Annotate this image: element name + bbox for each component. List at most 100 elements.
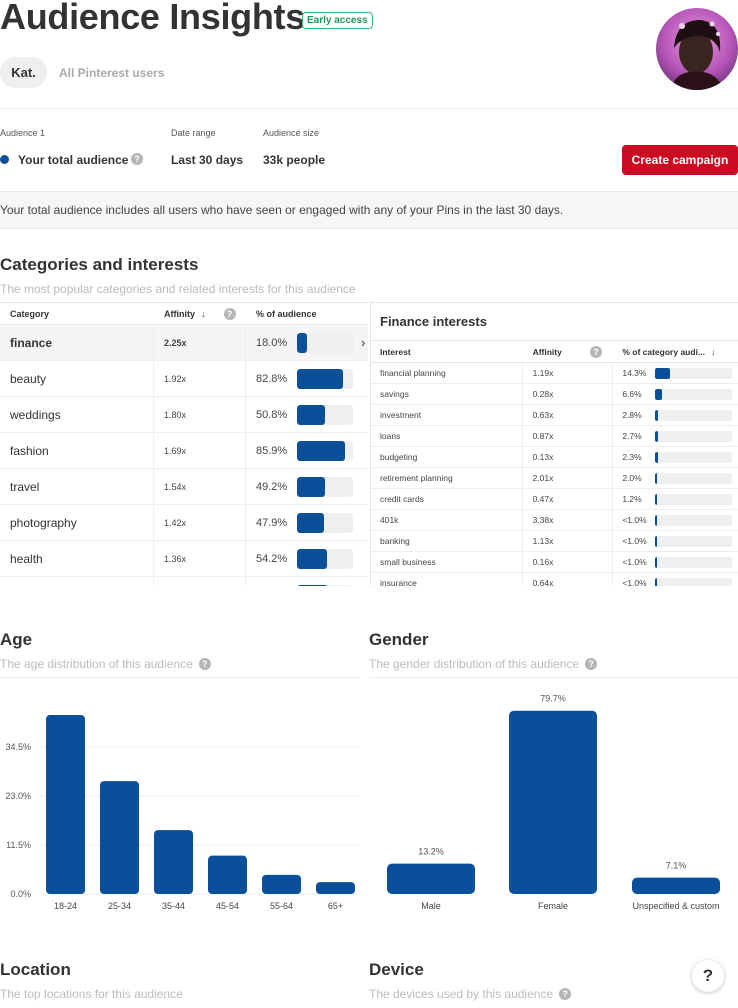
category-bar bbox=[297, 584, 353, 586]
category-percent: 50.8% bbox=[256, 408, 288, 421]
help-icon[interactable]: ? bbox=[585, 658, 598, 670]
interest-affinity: 0.64x bbox=[523, 573, 614, 586]
interest-percent: <1.0% bbox=[622, 578, 647, 586]
category-percent-cell: 49.2% bbox=[246, 469, 368, 504]
tab-all-pinterest-users[interactable]: All Pinterest users bbox=[59, 66, 165, 80]
category-row[interactable]: beauty 1.92x 82.8% bbox=[0, 361, 368, 397]
category-name: travel bbox=[0, 469, 154, 504]
interest-row[interactable]: financial planning 1.19x 14.3% bbox=[371, 363, 738, 384]
y-tick-label: 0.0% bbox=[10, 889, 31, 899]
age-bar[interactable] bbox=[100, 781, 139, 894]
interest-percent: 1.2% bbox=[622, 494, 642, 504]
interest-row[interactable]: insurance 0.64x <1.0% bbox=[371, 573, 738, 586]
create-campaign-button[interactable]: Create campaign bbox=[622, 145, 738, 175]
category-percent-cell: 85.9% bbox=[246, 433, 368, 468]
category-row[interactable]: finance 2.25x 18.0% › bbox=[0, 325, 368, 361]
interest-percent: 14.3% bbox=[622, 368, 647, 378]
gender-divider bbox=[369, 677, 738, 678]
age-subtitle: The age distribution of this audience ? bbox=[0, 657, 211, 671]
category-bar-fill bbox=[297, 332, 308, 353]
finance-interests-panel: Finance interests Interest Affinity ? % … bbox=[370, 302, 738, 586]
interest-bar-fill bbox=[655, 388, 662, 400]
help-icon[interactable]: ? bbox=[559, 988, 572, 1000]
avatar[interactable] bbox=[656, 8, 738, 90]
category-row[interactable]: fashion 1.69x 85.9% bbox=[0, 433, 368, 469]
category-percent-cell: 54.2% bbox=[246, 541, 368, 576]
interest-bar-fill bbox=[655, 430, 659, 442]
date-range-value[interactable]: Last 30 days bbox=[171, 153, 244, 167]
category-percent: 85.9% bbox=[256, 444, 288, 457]
age-bar[interactable] bbox=[262, 874, 301, 894]
date-range-label: Date range bbox=[171, 128, 216, 138]
category-percent-cell: 50.8% bbox=[246, 397, 368, 432]
gender-bar[interactable] bbox=[509, 710, 597, 894]
interest-name: small business bbox=[371, 552, 523, 572]
interest-bar bbox=[655, 388, 733, 400]
interest-percent: <1.0% bbox=[622, 536, 647, 546]
interest-row[interactable]: retirement planning 2.01x 2.0% bbox=[371, 468, 738, 489]
gender-bar[interactable] bbox=[387, 863, 475, 894]
category-bar bbox=[297, 512, 353, 533]
interest-row[interactable]: banking 1.13x <1.0% bbox=[371, 531, 738, 552]
col-percent[interactable]: % of category audi... ↓ bbox=[613, 347, 738, 357]
category-row[interactable]: travel 1.54x 49.2% bbox=[0, 469, 368, 505]
interest-percent: <1.0% bbox=[622, 515, 647, 525]
category-row[interactable]: health 1.36x 54.2% bbox=[0, 541, 368, 577]
interest-row[interactable]: budgeting 0.13x 2.3% bbox=[371, 447, 738, 468]
interest-row[interactable]: 401k 3.38x <1.0% bbox=[371, 510, 738, 531]
gender-subtitle: The gender distribution of this audience… bbox=[369, 657, 598, 671]
interest-affinity: 1.19x bbox=[523, 363, 614, 383]
device-subtitle: The devices used by this audience ? bbox=[369, 987, 572, 1001]
device-title: Device bbox=[369, 960, 424, 979]
col-affinity[interactable]: Affinity ? bbox=[523, 345, 614, 358]
sort-arrow-icon: ↓ bbox=[201, 308, 206, 319]
age-bar[interactable] bbox=[46, 715, 85, 894]
interest-bar-fill bbox=[655, 451, 658, 463]
location-title: Location bbox=[0, 960, 71, 979]
interest-name: savings bbox=[371, 384, 523, 404]
category-row[interactable] bbox=[0, 577, 368, 586]
interest-row[interactable]: credit cards 0.47x 1.2% bbox=[371, 489, 738, 510]
interest-bar bbox=[655, 493, 733, 505]
category-name: finance bbox=[0, 325, 154, 360]
help-icon[interactable]: ? bbox=[198, 658, 211, 670]
age-bar[interactable] bbox=[154, 830, 193, 894]
category-bar-fill bbox=[297, 548, 328, 569]
interest-bar bbox=[655, 472, 733, 484]
tab-kat[interactable]: Kat. bbox=[0, 57, 47, 88]
category-bar-fill bbox=[297, 440, 346, 461]
category-percent-cell: 82.8% bbox=[246, 361, 368, 396]
audience-dot-icon bbox=[0, 155, 9, 164]
help-icon[interactable]: ? bbox=[131, 153, 143, 165]
interest-row[interactable]: loans 0.87x 2.7% bbox=[371, 426, 738, 447]
category-row[interactable]: weddings 1.80x 50.8% bbox=[0, 397, 368, 433]
category-percent: 82.8% bbox=[256, 372, 288, 385]
gender-bar[interactable] bbox=[632, 877, 720, 894]
age-bar[interactable] bbox=[208, 855, 247, 894]
interest-row[interactable]: investment 0.63x 2.8% bbox=[371, 405, 738, 426]
gender-title: Gender bbox=[369, 630, 429, 649]
category-percent: 49.2% bbox=[256, 480, 288, 493]
early-access-badge: Early access bbox=[302, 12, 373, 29]
category-name: health bbox=[0, 541, 154, 576]
page-title: Audience Insights bbox=[0, 0, 305, 37]
interest-percent-cell: 14.3% bbox=[613, 363, 738, 383]
category-bar bbox=[297, 440, 353, 461]
age-bar[interactable] bbox=[316, 882, 355, 894]
interest-percent-cell: 6.6% bbox=[613, 384, 738, 404]
interest-percent: 2.8% bbox=[622, 410, 642, 420]
col-affinity[interactable]: Affinity ↓ ? bbox=[154, 307, 246, 320]
interest-row[interactable]: savings 0.28x 6.6% bbox=[371, 384, 738, 405]
interest-row[interactable]: small business 0.16x <1.0% bbox=[371, 552, 738, 573]
interest-name: 401k bbox=[371, 510, 523, 530]
audience-value[interactable]: Your total audience bbox=[18, 153, 129, 167]
help-icon[interactable]: ? bbox=[223, 307, 236, 320]
interest-affinity: 1.13x bbox=[523, 531, 614, 551]
x-tick-label: Male bbox=[421, 901, 441, 911]
audience-size-value: 33k people bbox=[263, 153, 326, 167]
interest-bar-fill bbox=[655, 577, 657, 586]
help-button[interactable]: ? bbox=[692, 960, 724, 992]
help-icon[interactable]: ? bbox=[589, 345, 602, 358]
header-divider bbox=[0, 108, 738, 109]
category-row[interactable]: photography 1.42x 47.9% bbox=[0, 505, 368, 541]
